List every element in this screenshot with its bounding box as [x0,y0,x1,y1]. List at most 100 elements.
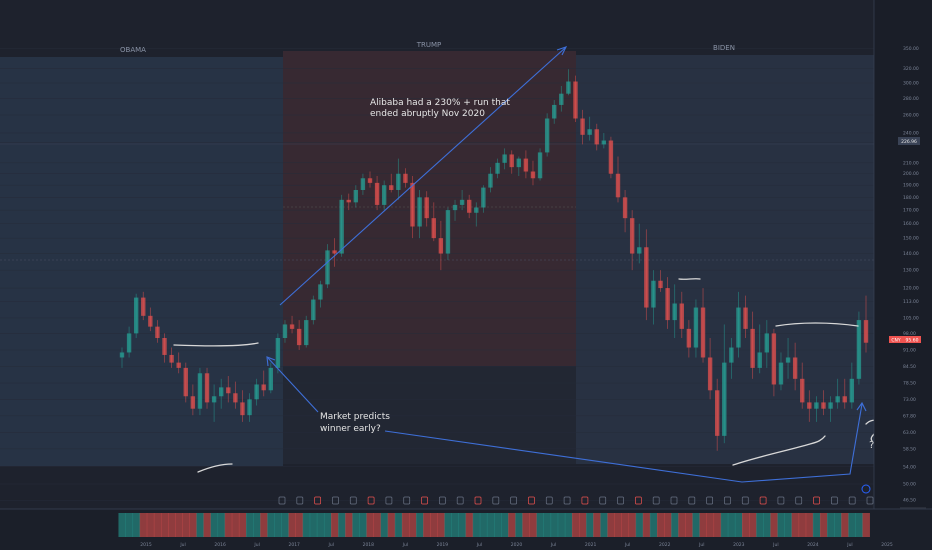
annotation-drawings[interactable] [266,46,867,483]
earnings-marker[interactable] [403,496,411,505]
volume-bar [366,513,374,537]
candle-body [552,104,557,119]
candle-body [743,307,748,329]
volume-bar [508,513,516,537]
note-predict-line2: winner early? [320,424,381,434]
price-tick-label: 190.00 [903,183,919,189]
volume-bar [607,513,615,537]
earnings-marker[interactable] [831,496,838,505]
volume-bar [494,513,502,537]
volume-bar [706,513,715,537]
earnings-marker[interactable] [795,496,803,505]
price-axis[interactable]: 350.00320.00300.00280.00260.00240.00230.… [873,0,932,515]
earnings-marker[interactable] [510,496,517,505]
time-tick-label: Jul [328,542,334,548]
dividend-marker[interactable] [635,496,642,505]
volume-bar [501,513,509,537]
candle-body [750,328,755,368]
volume-bar [338,513,346,537]
volume-bar [756,513,764,537]
earnings-marker[interactable] [349,496,357,505]
dividend-marker[interactable] [474,496,482,505]
currency-badge [889,336,903,343]
dividend-marker[interactable] [581,496,589,505]
biden-bottom-stroke [732,435,826,466]
price-tick-label: 84.50 [903,364,916,370]
volume-bar [586,513,594,537]
volume-bar [210,513,219,537]
earnings-marker[interactable] [296,496,304,505]
time-tick-label: Jul [253,542,259,548]
candle-body [835,396,840,403]
earnings-marker[interactable] [545,496,553,505]
earnings-marker[interactable] [439,496,446,505]
earnings-marker[interactable] [617,496,624,505]
volume-bar [692,513,700,537]
dividend-marker[interactable] [759,496,767,505]
earnings-marker[interactable] [866,496,874,505]
dividend-marker[interactable] [528,496,535,505]
earnings-marker[interactable] [492,496,500,505]
earnings-marker[interactable] [706,496,713,505]
today-marker[interactable] [861,484,871,494]
volume-bar [862,513,870,537]
candle-body [311,299,316,321]
dividend-marker[interactable] [421,496,428,505]
earnings-marker[interactable] [563,496,571,505]
candle-body [516,158,521,168]
candle-body [133,297,139,334]
candle-body [353,189,359,203]
earnings-marker[interactable] [848,496,856,505]
time-tick-label: 2023 [733,542,745,548]
volume-bar [699,513,707,537]
earnings-marker[interactable] [741,496,749,505]
reference-lines [0,143,874,261]
volume-bar [848,513,856,537]
event-markers[interactable] [278,496,874,505]
candle-body [587,129,592,135]
volume-bar [571,513,580,537]
candle-body [474,207,479,213]
candle-body [729,347,734,363]
candle-body [771,333,777,385]
earnings-marker[interactable] [688,496,696,505]
volume-bar [394,513,403,537]
earnings-marker[interactable] [599,496,607,505]
volume-bar [423,513,431,537]
earnings-marker[interactable] [278,496,286,505]
future-arrow-line [384,403,863,483]
earnings-marker[interactable] [777,496,785,505]
volume-bar [678,513,686,537]
candle-body [481,187,486,208]
earnings-marker[interactable] [456,496,464,505]
candle-body [275,338,281,368]
candle-body [736,307,741,348]
earnings-marker[interactable] [385,496,393,505]
note-run-line1: Alibaba had a 230% + run that [370,98,510,108]
volume-bar [281,513,289,537]
candle-body [580,118,585,135]
biden-top-stroke [775,322,859,327]
volume-bar [316,513,325,537]
time-tick-label: Jul [402,542,408,548]
candle-body [176,362,181,368]
volume-bar [642,513,651,537]
dividend-marker[interactable] [367,496,375,505]
presidency-zones [0,51,874,466]
dividend-marker[interactable] [314,496,321,505]
candle-body [785,357,791,363]
price-tick-label: 140.00 [903,251,919,257]
price-tick-label: 58.50 [903,446,916,452]
candle-body [537,152,543,179]
earnings-marker[interactable] [652,496,660,505]
price-tick-label: 63.00 [903,430,916,436]
earnings-marker[interactable] [332,496,339,505]
volume-bar [175,513,183,537]
volume-bar [593,513,601,537]
volume-bar [671,513,679,537]
earnings-marker[interactable] [670,496,678,505]
candle-body [566,81,571,94]
dividend-marker[interactable] [813,496,820,505]
earnings-marker[interactable] [724,496,731,505]
